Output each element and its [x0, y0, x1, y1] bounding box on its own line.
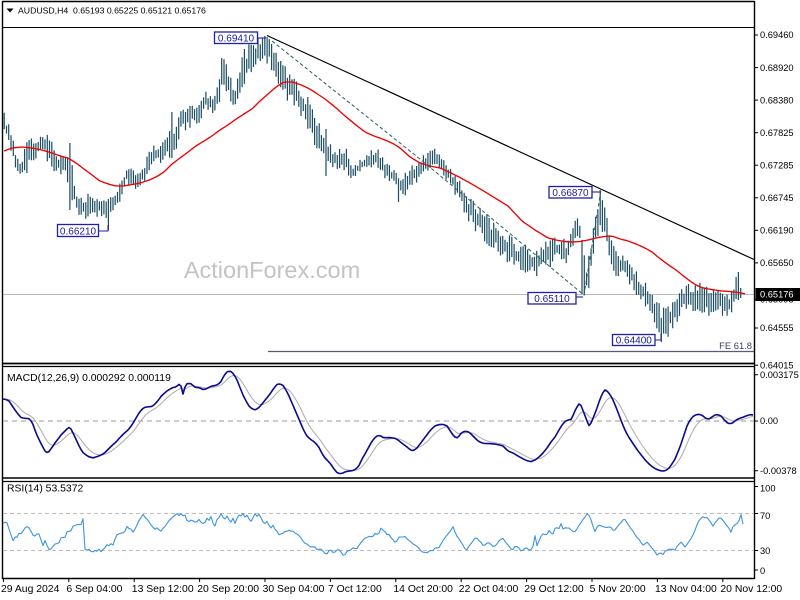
svg-text:20 Nov 12:00: 20 Nov 12:00 — [720, 584, 782, 595]
svg-text:-0.00378: -0.00378 — [760, 466, 797, 476]
svg-text:6 Sep 04:00: 6 Sep 04:00 — [66, 584, 122, 595]
svg-text:70: 70 — [760, 511, 770, 521]
svg-text:30: 30 — [760, 546, 770, 556]
svg-text:0.64555: 0.64555 — [760, 323, 794, 333]
svg-text:0.67825: 0.67825 — [760, 128, 794, 138]
svg-text:0.66745: 0.66745 — [760, 193, 794, 203]
svg-text:AUDUSD,H4 0.65193 0.65225 0.6: AUDUSD,H4 0.65193 0.65225 0.65121 0.6517… — [18, 6, 206, 16]
svg-text:30 Sep 04:00: 30 Sep 04:00 — [263, 584, 325, 595]
svg-text:MACD(12,26,9) 0.000292 0.00011: MACD(12,26,9) 0.000292 0.000119 — [7, 373, 171, 384]
svg-text:22 Oct 04:00: 22 Oct 04:00 — [459, 584, 519, 595]
svg-text:0.66870: 0.66870 — [552, 188, 589, 199]
svg-text:FE 61.8: FE 61.8 — [719, 340, 752, 351]
svg-text:RSI(14) 53.5372: RSI(14) 53.5372 — [7, 484, 83, 495]
svg-text:0.67285: 0.67285 — [760, 160, 794, 170]
svg-text:0: 0 — [760, 566, 765, 576]
svg-text:0.003175: 0.003175 — [760, 370, 799, 380]
svg-text:14 Oct 20:00: 14 Oct 20:00 — [393, 584, 453, 595]
svg-text:13 Sep 12:00: 13 Sep 12:00 — [132, 584, 194, 595]
svg-text:0.66190: 0.66190 — [760, 226, 794, 236]
svg-text:0.64400: 0.64400 — [616, 335, 653, 346]
svg-text:20 Sep 20:00: 20 Sep 20:00 — [197, 584, 259, 595]
svg-text:0.69460: 0.69460 — [760, 30, 794, 40]
svg-text:100: 100 — [760, 484, 776, 494]
svg-text:0.65110: 0.65110 — [534, 294, 570, 305]
svg-text:0.65176: 0.65176 — [760, 290, 794, 300]
svg-text:0.65650: 0.65650 — [760, 258, 794, 268]
svg-text:0.00: 0.00 — [760, 416, 778, 426]
svg-text:29 Oct 12:00: 29 Oct 12:00 — [524, 584, 584, 595]
svg-text:0.64015: 0.64015 — [760, 360, 794, 370]
svg-text:29 Aug 2024: 29 Aug 2024 — [1, 584, 60, 595]
svg-text:5 Nov 20:00: 5 Nov 20:00 — [590, 584, 646, 595]
svg-text:0.68920: 0.68920 — [760, 63, 794, 73]
svg-text:0.66210: 0.66210 — [60, 226, 97, 237]
svg-text:0.69410: 0.69410 — [218, 33, 255, 44]
svg-text:7 Oct 12:00: 7 Oct 12:00 — [328, 584, 382, 595]
svg-text:ActionForex.com: ActionForex.com — [184, 257, 360, 283]
svg-text:13 Nov 04:00: 13 Nov 04:00 — [655, 584, 717, 595]
svg-text:0.68380: 0.68380 — [760, 95, 794, 105]
